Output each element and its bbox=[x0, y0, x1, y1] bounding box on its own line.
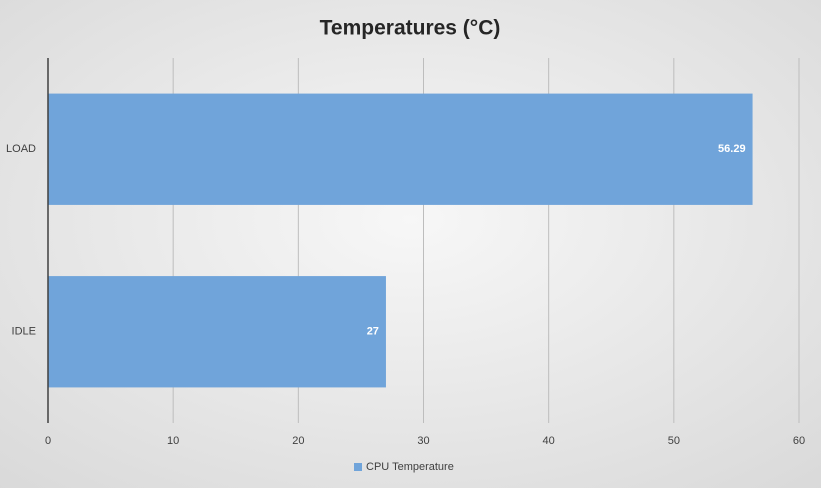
x-tick-label: 60 bbox=[793, 435, 805, 447]
y-tick-label: LOAD bbox=[6, 143, 36, 155]
x-tick-label: 40 bbox=[543, 435, 555, 447]
x-tick-label: 30 bbox=[417, 435, 429, 447]
legend-swatch bbox=[354, 463, 362, 471]
x-tick-label: 50 bbox=[668, 435, 680, 447]
bar bbox=[48, 93, 753, 205]
x-tick-label: 20 bbox=[292, 435, 304, 447]
bar bbox=[48, 276, 386, 388]
x-tick-label: 0 bbox=[45, 435, 51, 447]
data-label: 27 bbox=[367, 326, 379, 338]
legend-label: CPU Temperature bbox=[366, 461, 454, 473]
y-tick-label: IDLE bbox=[12, 326, 36, 338]
chart-title: Temperatures (°C) bbox=[320, 17, 501, 40]
x-tick-label: 10 bbox=[167, 435, 179, 447]
data-label: 56.29 bbox=[718, 143, 746, 155]
